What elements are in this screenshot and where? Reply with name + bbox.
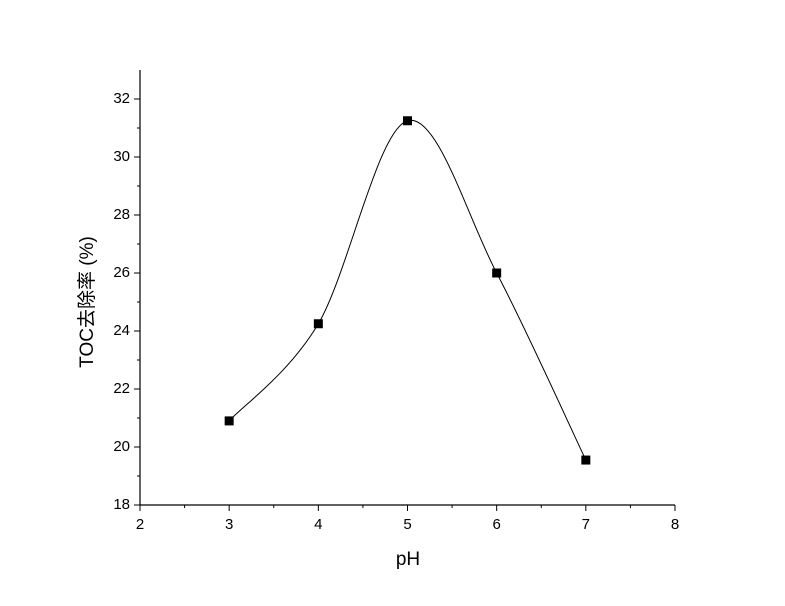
point <box>403 116 412 126</box>
point <box>224 416 234 426</box>
x-axis-title: pH <box>396 549 420 570</box>
x-tick-label: 6 <box>492 516 500 533</box>
y-tick-label: 20 <box>113 438 130 455</box>
curve <box>228 120 587 461</box>
x-tick-label: 2 <box>136 516 144 533</box>
y-tick-label: 22 <box>113 380 130 397</box>
x-tick-label: 7 <box>582 516 590 533</box>
point <box>581 455 591 465</box>
y-tick-label: 18 <box>113 496 130 513</box>
y-tick-label: 26 <box>113 264 130 281</box>
y-tick-label: 30 <box>113 148 130 165</box>
x-tick-label: 5 <box>403 516 411 533</box>
x-tick-label: 4 <box>314 516 322 533</box>
x-tick-label: 8 <box>671 516 679 533</box>
point <box>492 268 502 278</box>
point <box>313 319 323 329</box>
y-axis-title: TOC去除率 (%) <box>76 236 98 368</box>
y-tick-label: 24 <box>113 322 130 339</box>
y-tick-label: 28 <box>113 206 130 223</box>
x-tick-label: 3 <box>225 516 233 533</box>
y-tick-label: 32 <box>113 90 130 107</box>
